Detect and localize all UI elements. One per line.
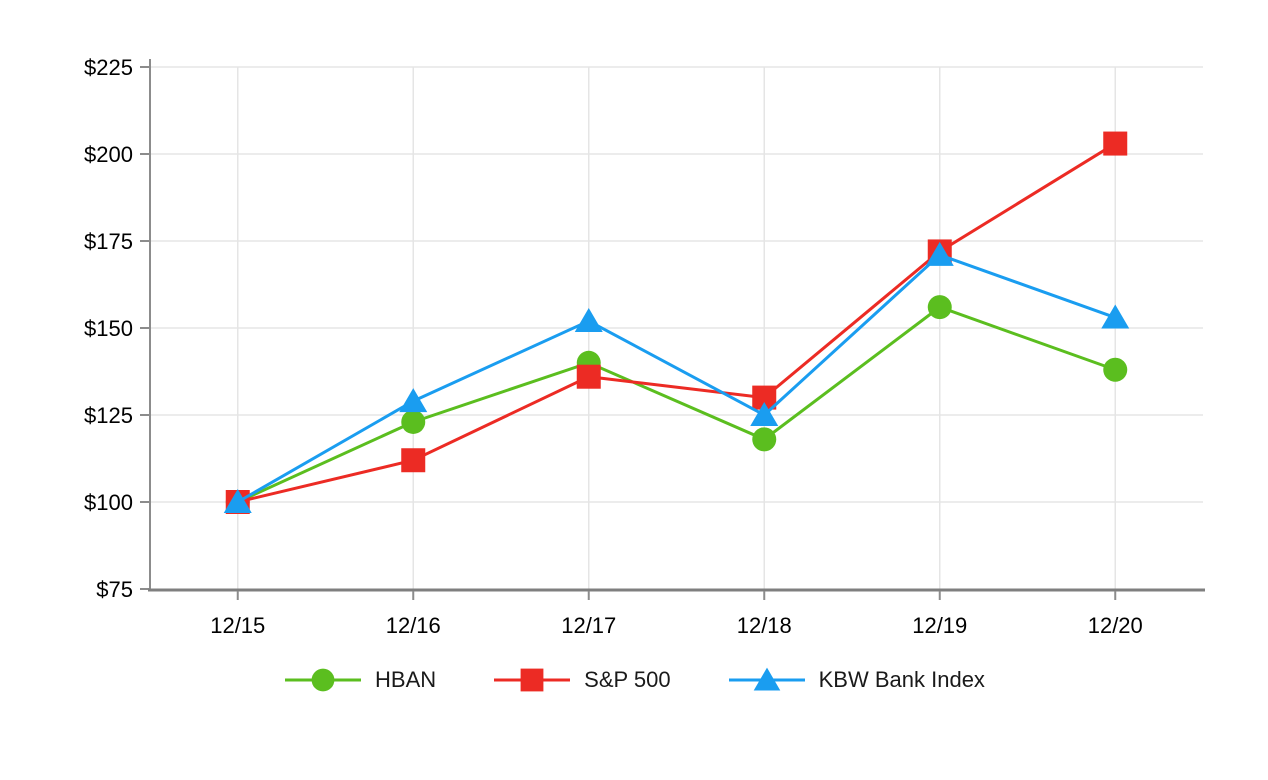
legend-item-s-p-500: S&P 500 [492, 664, 671, 696]
legend-label: HBAN [375, 667, 437, 692]
circle-marker [311, 668, 335, 692]
x-axis-tick-label: 12/15 [210, 613, 265, 638]
series-line-s-p-500 [237, 142, 1117, 504]
circle-marker [927, 295, 952, 320]
square-marker [520, 668, 544, 692]
y-axis-tick-label: $100 [84, 490, 133, 515]
x-axis-tick-label: 12/17 [561, 613, 616, 638]
triangle-marker [1101, 304, 1130, 329]
y-axis-tick-label: $175 [84, 229, 133, 254]
y-axis-tick-label: $200 [84, 142, 133, 167]
legend-marker-triangle [728, 667, 805, 691]
x-axis-tick-label: 12/19 [912, 613, 967, 638]
x-axis-tick-label: 12/16 [386, 613, 441, 638]
x-axis-tick-label: 12/18 [737, 613, 792, 638]
x-axis-tick-label: 12/20 [1088, 613, 1143, 638]
series-line-hban [237, 305, 1116, 504]
triangle-marker [399, 388, 428, 413]
legend-label: S&P 500 [584, 667, 671, 692]
triangle-marker [925, 241, 954, 266]
y-axis-tick-label: $225 [84, 55, 133, 80]
y-axis-tick-label: $75 [96, 577, 133, 602]
legend-item-kbw-bank-index: KBW Bank Index [727, 664, 985, 696]
legend-label: KBW Bank Index [818, 667, 985, 692]
y-axis-tick-label: $150 [84, 316, 133, 341]
chart-plot-area: $75 $100 $125 $150 $175 $200 $225 12/15 12/16 12/… [84, 55, 1205, 638]
circle-marker [1103, 357, 1128, 382]
circle-marker [752, 427, 777, 452]
legend-marker-square [494, 668, 571, 692]
triangle-marker [223, 489, 252, 513]
triangle-marker [750, 402, 779, 426]
square-marker [401, 448, 426, 473]
circle-marker [401, 409, 426, 434]
legend-item-hban: HBAN [283, 664, 436, 696]
series-line-kbw-bank-index [237, 253, 1116, 504]
chart-legend: HBAN S&P 500 KBW Bank Index [0, 664, 1268, 696]
triangle-marker [574, 308, 603, 333]
square-marker [576, 364, 601, 389]
legend-marker-circle [285, 668, 362, 692]
square-marker [1103, 131, 1128, 156]
y-axis-tick-label: $125 [84, 403, 133, 428]
triangle-marker [753, 667, 780, 691]
